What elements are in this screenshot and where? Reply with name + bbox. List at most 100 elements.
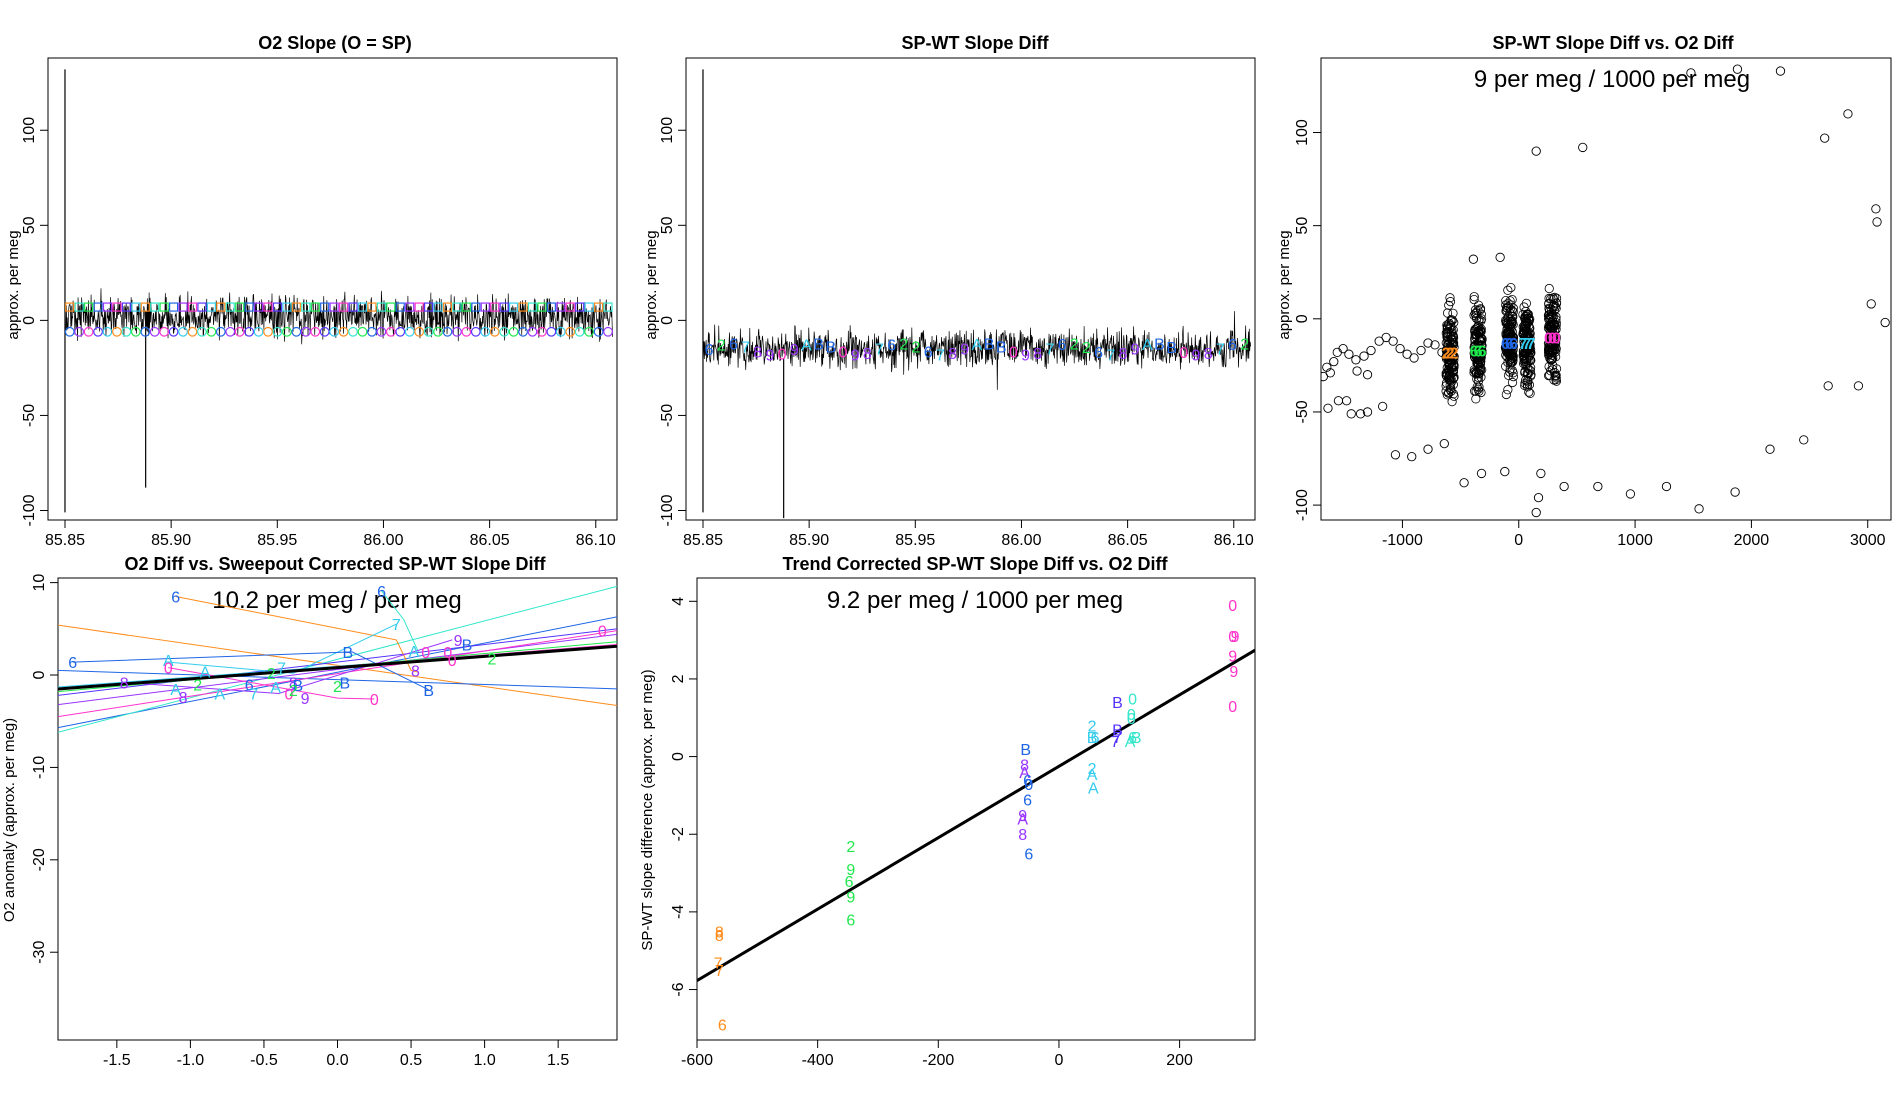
data-point: 0 (164, 661, 173, 678)
square-marker (357, 302, 368, 312)
square-marker (301, 302, 311, 312)
y-tick-label: -100 (21, 494, 38, 526)
circle-marker (470, 326, 481, 337)
cluster-point (1549, 319, 1560, 329)
cluster-label: 2 (1442, 345, 1451, 362)
circle-marker (112, 326, 122, 337)
series-label-marker: 7 (936, 348, 945, 365)
circle-marker (102, 326, 113, 337)
y-tick-label: 50 (659, 216, 676, 234)
series-label-marker: 6 (1094, 345, 1103, 362)
cluster-point (1447, 397, 1457, 407)
circle-marker (159, 326, 170, 337)
cluster-point (1445, 358, 1455, 368)
cluster-point (1442, 390, 1452, 400)
x-tick-label: -400 (802, 1052, 834, 1069)
outlier-point (1694, 504, 1704, 514)
cluster-label: 6 (1478, 343, 1487, 360)
circle-marker (310, 326, 321, 337)
x-tick-label: -200 (922, 1052, 954, 1069)
data-point: 0 (1024, 777, 1033, 794)
square-marker (556, 302, 566, 312)
circle-marker (565, 326, 576, 337)
outlier-point (1423, 338, 1433, 348)
square-marker (140, 302, 150, 312)
data-point: 2 (1088, 761, 1097, 778)
y-tick-label: 50 (21, 216, 38, 234)
x-tick-label: 85.90 (789, 532, 829, 549)
series-label-marker: 8 (1118, 346, 1127, 363)
x-tick-label: -1.0 (177, 1052, 205, 1069)
outlier-point (1332, 347, 1342, 357)
data-point: 7 (392, 617, 401, 634)
cluster-point (1473, 359, 1483, 369)
cluster-point (1522, 318, 1532, 329)
cluster-label: 2 (1446, 345, 1455, 362)
square-marker (65, 302, 75, 312)
square-marker (565, 302, 575, 312)
cluster-point (1442, 323, 1452, 333)
cluster-point (1471, 394, 1481, 404)
series-label-marker: 2 (1240, 336, 1249, 353)
series-line (64, 288, 613, 345)
data-point: 0 (598, 624, 607, 641)
x-tick-label: 85.95 (895, 532, 935, 549)
plot-frame (47, 57, 618, 521)
cluster-label: 0 (1548, 330, 1557, 347)
cluster-point (1551, 375, 1561, 385)
square-marker (537, 302, 547, 312)
y-tick-label: -50 (21, 404, 38, 427)
cluster-point (1506, 282, 1516, 293)
regression-line (697, 648, 1255, 982)
cluster-point (1544, 338, 1554, 348)
cluster-point (1471, 386, 1481, 396)
outlier-point (1872, 217, 1882, 227)
data-point: A (200, 664, 211, 681)
series-label-marker: 9 (765, 347, 774, 364)
outlier-point (1661, 481, 1672, 492)
panel-o2-slope: O2 Slope (O = SP) approx. per meg 85.85 8… (5, 33, 618, 549)
outlier-point (1880, 317, 1890, 328)
square-marker (168, 302, 179, 312)
outlier-point (1500, 466, 1510, 477)
cluster-point (1501, 306, 1511, 316)
cluster-label: 7 (1526, 336, 1535, 353)
series-label-marker: 2 (899, 336, 908, 353)
series-label-marker: 0 (839, 344, 848, 361)
y-tick-label: 2 (670, 674, 687, 683)
circle-marker (499, 326, 510, 337)
data-point: A (1017, 812, 1028, 829)
cluster-point (1504, 320, 1514, 330)
square-marker (593, 302, 604, 312)
cluster-point (1523, 382, 1533, 392)
connector-path (168, 623, 397, 674)
square-marker (480, 302, 490, 312)
cluster-point (1504, 329, 1514, 339)
square-marker (206, 302, 216, 312)
cluster-point (1469, 292, 1479, 302)
x-tick-label: 85.95 (257, 532, 297, 549)
square-marker (282, 302, 292, 312)
outlier-point (1423, 444, 1433, 454)
square-marker (225, 302, 235, 312)
y-axis-label: approx. per meg (1276, 230, 1293, 339)
square-marker (471, 302, 481, 312)
data-point: 0 (285, 687, 294, 704)
y-tick-label: -30 (31, 941, 48, 964)
x-tick-label: 0.5 (400, 1052, 422, 1069)
cluster-point (1503, 385, 1513, 395)
square-marker (367, 302, 377, 312)
square-marker (291, 302, 301, 312)
series-label-marker: 8 (863, 346, 872, 363)
outlier-point (1416, 345, 1426, 356)
square-marker (499, 302, 509, 312)
square-marker (386, 302, 396, 312)
x-tick-label: 85.85 (45, 532, 85, 549)
cluster-point (1522, 310, 1532, 320)
data-point: A (409, 644, 420, 661)
y-tick-label: -6 (670, 982, 687, 996)
series-label-marker: 7 (741, 339, 750, 356)
series-label-marker: 9 (1131, 341, 1140, 358)
cluster-point (1501, 361, 1511, 371)
data-point: A (1019, 765, 1030, 782)
